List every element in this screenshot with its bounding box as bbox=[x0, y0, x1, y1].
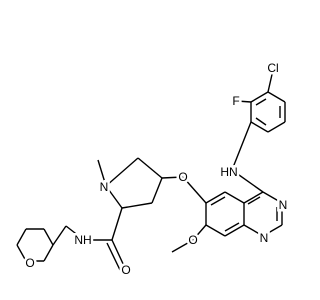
atom-label: O bbox=[25, 256, 34, 270]
atom-label: Cl bbox=[267, 61, 278, 75]
atom-label: N bbox=[100, 180, 109, 194]
atom-label: HN bbox=[220, 165, 237, 179]
atom-label: F bbox=[232, 94, 239, 108]
atom-label: O bbox=[121, 263, 130, 277]
molecule-diagram: Cl F HN N N O O N O NH O bbox=[16, 59, 290, 280]
atom-label: N bbox=[260, 231, 269, 245]
atom-label: O bbox=[178, 170, 187, 184]
atom-labels: Cl F HN N N O O N O NH O bbox=[23, 59, 290, 280]
atom-label: NH bbox=[74, 233, 91, 247]
bonds bbox=[16, 69, 286, 271]
atom-label: O bbox=[188, 233, 197, 247]
atom-label: N bbox=[279, 198, 288, 212]
